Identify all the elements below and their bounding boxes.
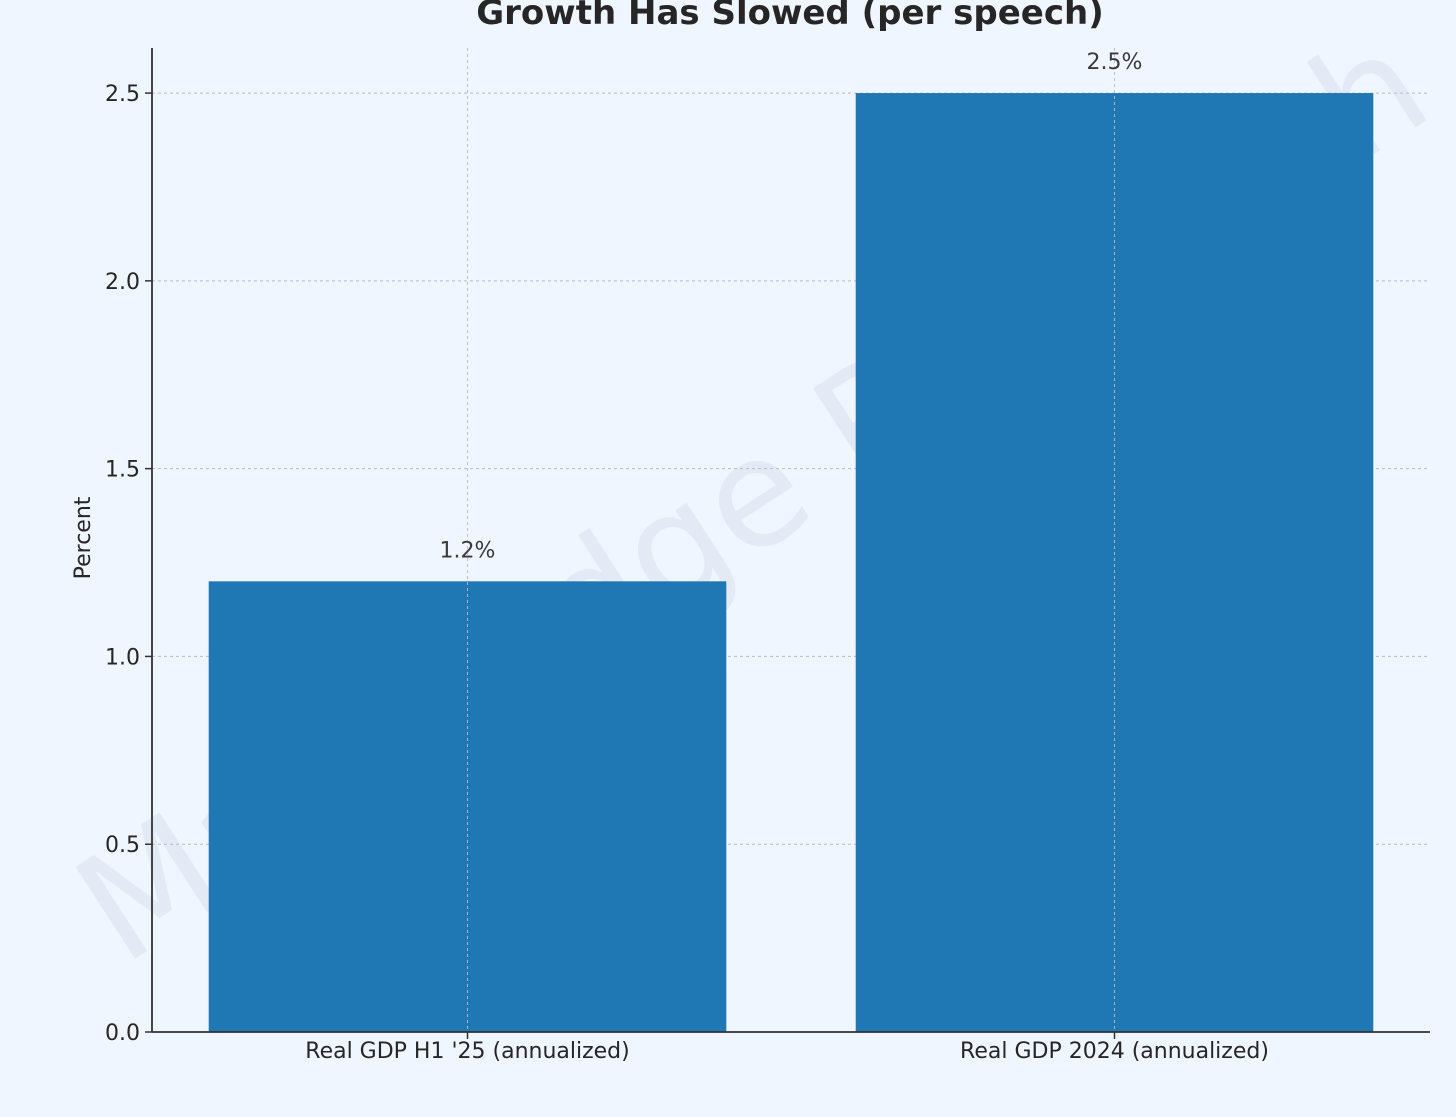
x-tick-label: Real GDP H1 '25 (annualized)	[305, 1039, 629, 1064]
y-axis-label: Percent	[71, 496, 96, 579]
axes	[145, 48, 1430, 1039]
bar	[855, 93, 1374, 1032]
y-tick-label: 2.0	[105, 270, 140, 295]
y-tick-label: 0.5	[105, 833, 140, 858]
chart-title: Growth Has Slowed (per speech)	[476, 0, 1104, 33]
y-tick-label: 2.5	[105, 82, 140, 107]
vertical-grid-lines	[467, 48, 1115, 1032]
data-label: 2.5%	[1087, 50, 1143, 75]
y-tick-label: 0.0	[105, 1021, 140, 1046]
data-labels: 1.2% 2.5%	[440, 50, 1143, 563]
y-tick-label: 1.0	[105, 645, 140, 670]
data-label: 1.2%	[440, 538, 496, 563]
y-tick-label: 1.5	[105, 458, 140, 483]
x-tick-label: Real GDP 2024 (annualized)	[960, 1039, 1269, 1064]
tick-labels: 0.0 0.5 1.0 1.5 2.0 2.5 Real GDP H1 '25 (annua…	[105, 82, 1269, 1064]
